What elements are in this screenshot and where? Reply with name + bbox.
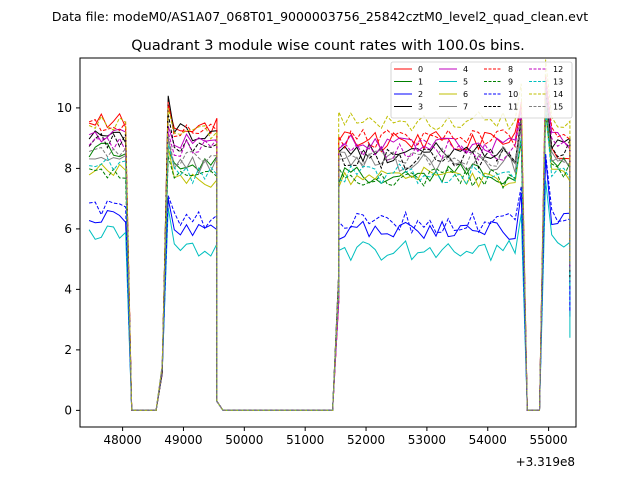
y-tick-label: 10 xyxy=(57,101,72,115)
legend-box xyxy=(390,61,573,119)
series-group xyxy=(88,59,571,411)
y-tick-label: 4 xyxy=(64,282,72,296)
legend-item: 6 xyxy=(439,90,468,99)
series-line-0 xyxy=(88,89,571,411)
plot-frame xyxy=(79,57,577,428)
legend-label: 12 xyxy=(553,65,563,74)
series-line-3 xyxy=(88,83,571,411)
x-tick-label: 49000 xyxy=(164,433,202,447)
legend-item: 11 xyxy=(484,103,518,112)
legend-label: 2 xyxy=(418,90,423,99)
figure-suptitle: Data file: modeM0/AS1A07_068T01_90000037… xyxy=(52,9,588,24)
legend-item: 13 xyxy=(529,78,563,87)
legend-item: 1 xyxy=(394,78,423,87)
legend-item: 15 xyxy=(529,103,563,112)
legend-item: 14 xyxy=(529,90,563,99)
legend-item: 8 xyxy=(484,65,513,74)
series-line-10 xyxy=(89,153,571,411)
series-line-14 xyxy=(88,59,571,411)
y-tick-label: 2 xyxy=(64,343,72,357)
legend-item: 12 xyxy=(529,65,563,74)
legend-label: 14 xyxy=(553,90,563,99)
legend-label: 3 xyxy=(418,103,423,112)
legend-item: 5 xyxy=(439,78,468,87)
legend-label: 11 xyxy=(508,103,518,112)
legend-label: 10 xyxy=(508,90,518,99)
legend-label: 0 xyxy=(418,65,423,74)
legend-label: 7 xyxy=(463,103,468,112)
x-tick-label: 53000 xyxy=(408,433,446,447)
x-tick-label: 54000 xyxy=(469,433,507,447)
legend-label: 4 xyxy=(463,65,468,74)
legend-label: 5 xyxy=(463,78,468,87)
legend-item: 2 xyxy=(394,90,423,99)
series-line-15 xyxy=(88,95,571,411)
legend-label: 9 xyxy=(508,78,513,87)
x-tick-label: 52000 xyxy=(347,433,385,447)
x-tick-label: 48000 xyxy=(104,433,142,447)
legend-item: 9 xyxy=(484,78,513,87)
series-line-11 xyxy=(88,89,571,411)
legend-label: 6 xyxy=(463,90,468,99)
legend-item: 4 xyxy=(439,65,468,74)
legend-item: 7 xyxy=(439,103,468,112)
chart-title: Quadrant 3 module wise count rates with … xyxy=(131,38,525,54)
legend-item: 0 xyxy=(394,65,423,74)
y-tick-label: 8 xyxy=(64,161,72,175)
series-line-4 xyxy=(88,77,571,411)
x-tick-label: 50000 xyxy=(225,433,263,447)
series-line-12 xyxy=(88,86,571,411)
legend-item: 10 xyxy=(484,90,518,99)
legend-label: 8 xyxy=(508,65,513,74)
series-line-7 xyxy=(89,98,571,411)
y-tick-label: 0 xyxy=(64,403,72,417)
legend-label: 15 xyxy=(553,103,563,112)
legend-item: 3 xyxy=(394,103,423,112)
series-line-6 xyxy=(88,113,571,411)
x-tick-label: 51000 xyxy=(286,433,324,447)
y-tick-label: 6 xyxy=(64,222,72,236)
legend-label: 1 xyxy=(418,78,423,87)
x-tick-label: 55000 xyxy=(530,433,568,447)
legend-label: 13 xyxy=(553,78,563,87)
x-offset-label: +3.319e8 xyxy=(516,455,575,469)
series-line-9 xyxy=(88,110,571,411)
